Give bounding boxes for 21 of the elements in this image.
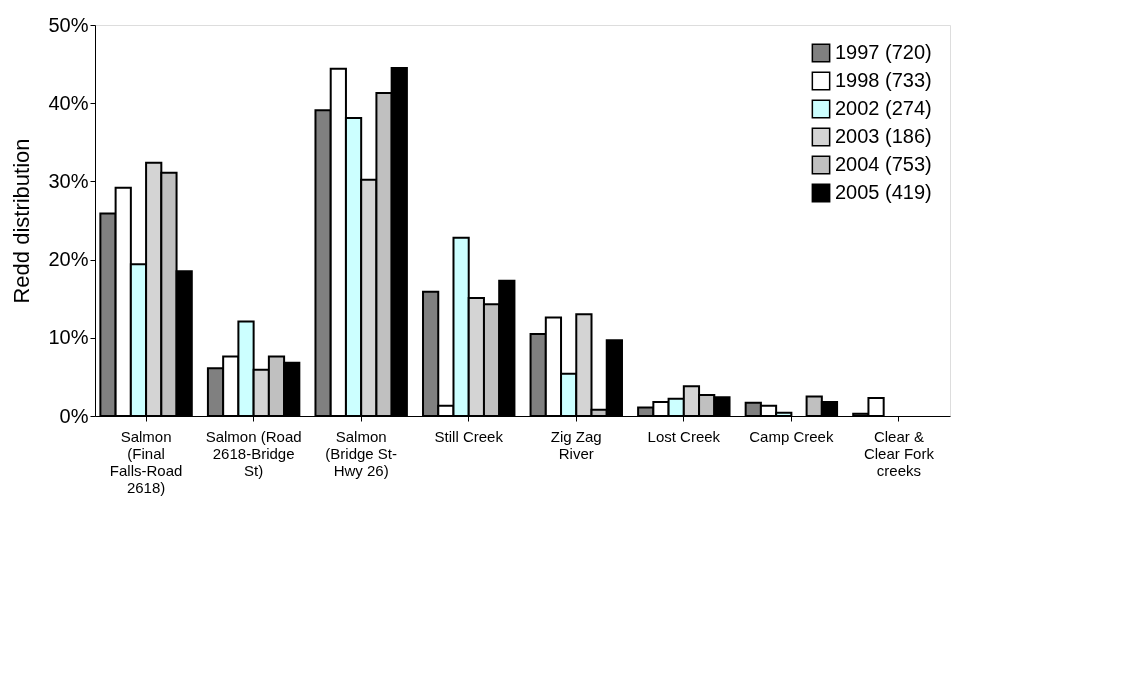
legend-label: 1997 (720) <box>835 41 932 63</box>
x-tick-label: Salmon (Road 2618-Bridge St) <box>205 427 302 479</box>
x-tick-label: Salmon (Final Falls-Road 2618) <box>109 427 183 496</box>
x-tick-label: Lost Creek <box>647 427 721 445</box>
y-tick-label: 50% <box>48 13 89 36</box>
x-tick-label: Camp Creek <box>749 427 834 445</box>
legend-label: 2005 (419) <box>835 181 932 203</box>
x-tick-label: Still Creek <box>434 427 504 445</box>
x-tick-label: Zig Zag River <box>550 427 602 462</box>
legend-label: 2002 (274) <box>835 97 932 119</box>
y-axis-title: Redd distribution <box>9 138 35 304</box>
x-tick-label: Clear & Clear Fork creeks <box>863 427 935 479</box>
y-tick-label: 40% <box>48 91 89 114</box>
legend-label: 2004 (753) <box>835 153 932 175</box>
y-tick-label: 20% <box>48 248 89 271</box>
y-tick-label: 10% <box>48 326 89 349</box>
y-tick-label: 0% <box>59 404 89 427</box>
x-tick-label: Salmon (Bridge St-Hwy 26) <box>325 427 398 479</box>
legend-label: 2003 (186) <box>835 125 932 147</box>
legend-label: 1998 (733) <box>835 69 932 91</box>
y-tick-label: 30% <box>48 169 89 192</box>
